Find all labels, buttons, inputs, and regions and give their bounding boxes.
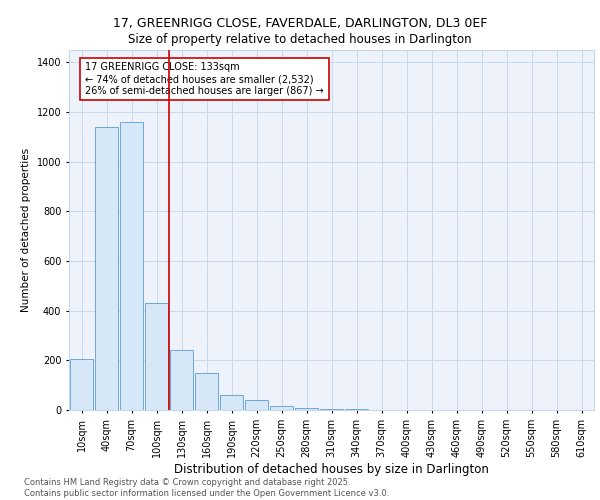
Bar [345, 409, 368, 410]
Bar [245, 400, 268, 410]
Bar [295, 408, 318, 410]
Bar [70, 359, 93, 410]
Y-axis label: Number of detached properties: Number of detached properties [21, 148, 31, 312]
Bar [95, 127, 118, 410]
Bar [170, 350, 193, 410]
Text: 17, GREENRIGG CLOSE, FAVERDALE, DARLINGTON, DL3 0EF: 17, GREENRIGG CLOSE, FAVERDALE, DARLINGT… [113, 18, 487, 30]
Text: Contains HM Land Registry data © Crown copyright and database right 2025.
Contai: Contains HM Land Registry data © Crown c… [24, 478, 389, 498]
Bar [220, 395, 243, 410]
Text: 17 GREENRIGG CLOSE: 133sqm
← 74% of detached houses are smaller (2,532)
26% of s: 17 GREENRIGG CLOSE: 133sqm ← 74% of deta… [85, 62, 324, 96]
Text: Size of property relative to detached houses in Darlington: Size of property relative to detached ho… [128, 32, 472, 46]
Bar [270, 406, 293, 410]
Bar [120, 122, 143, 410]
Bar [195, 373, 218, 410]
X-axis label: Distribution of detached houses by size in Darlington: Distribution of detached houses by size … [174, 462, 489, 475]
Bar [145, 303, 168, 410]
Bar [320, 409, 343, 410]
